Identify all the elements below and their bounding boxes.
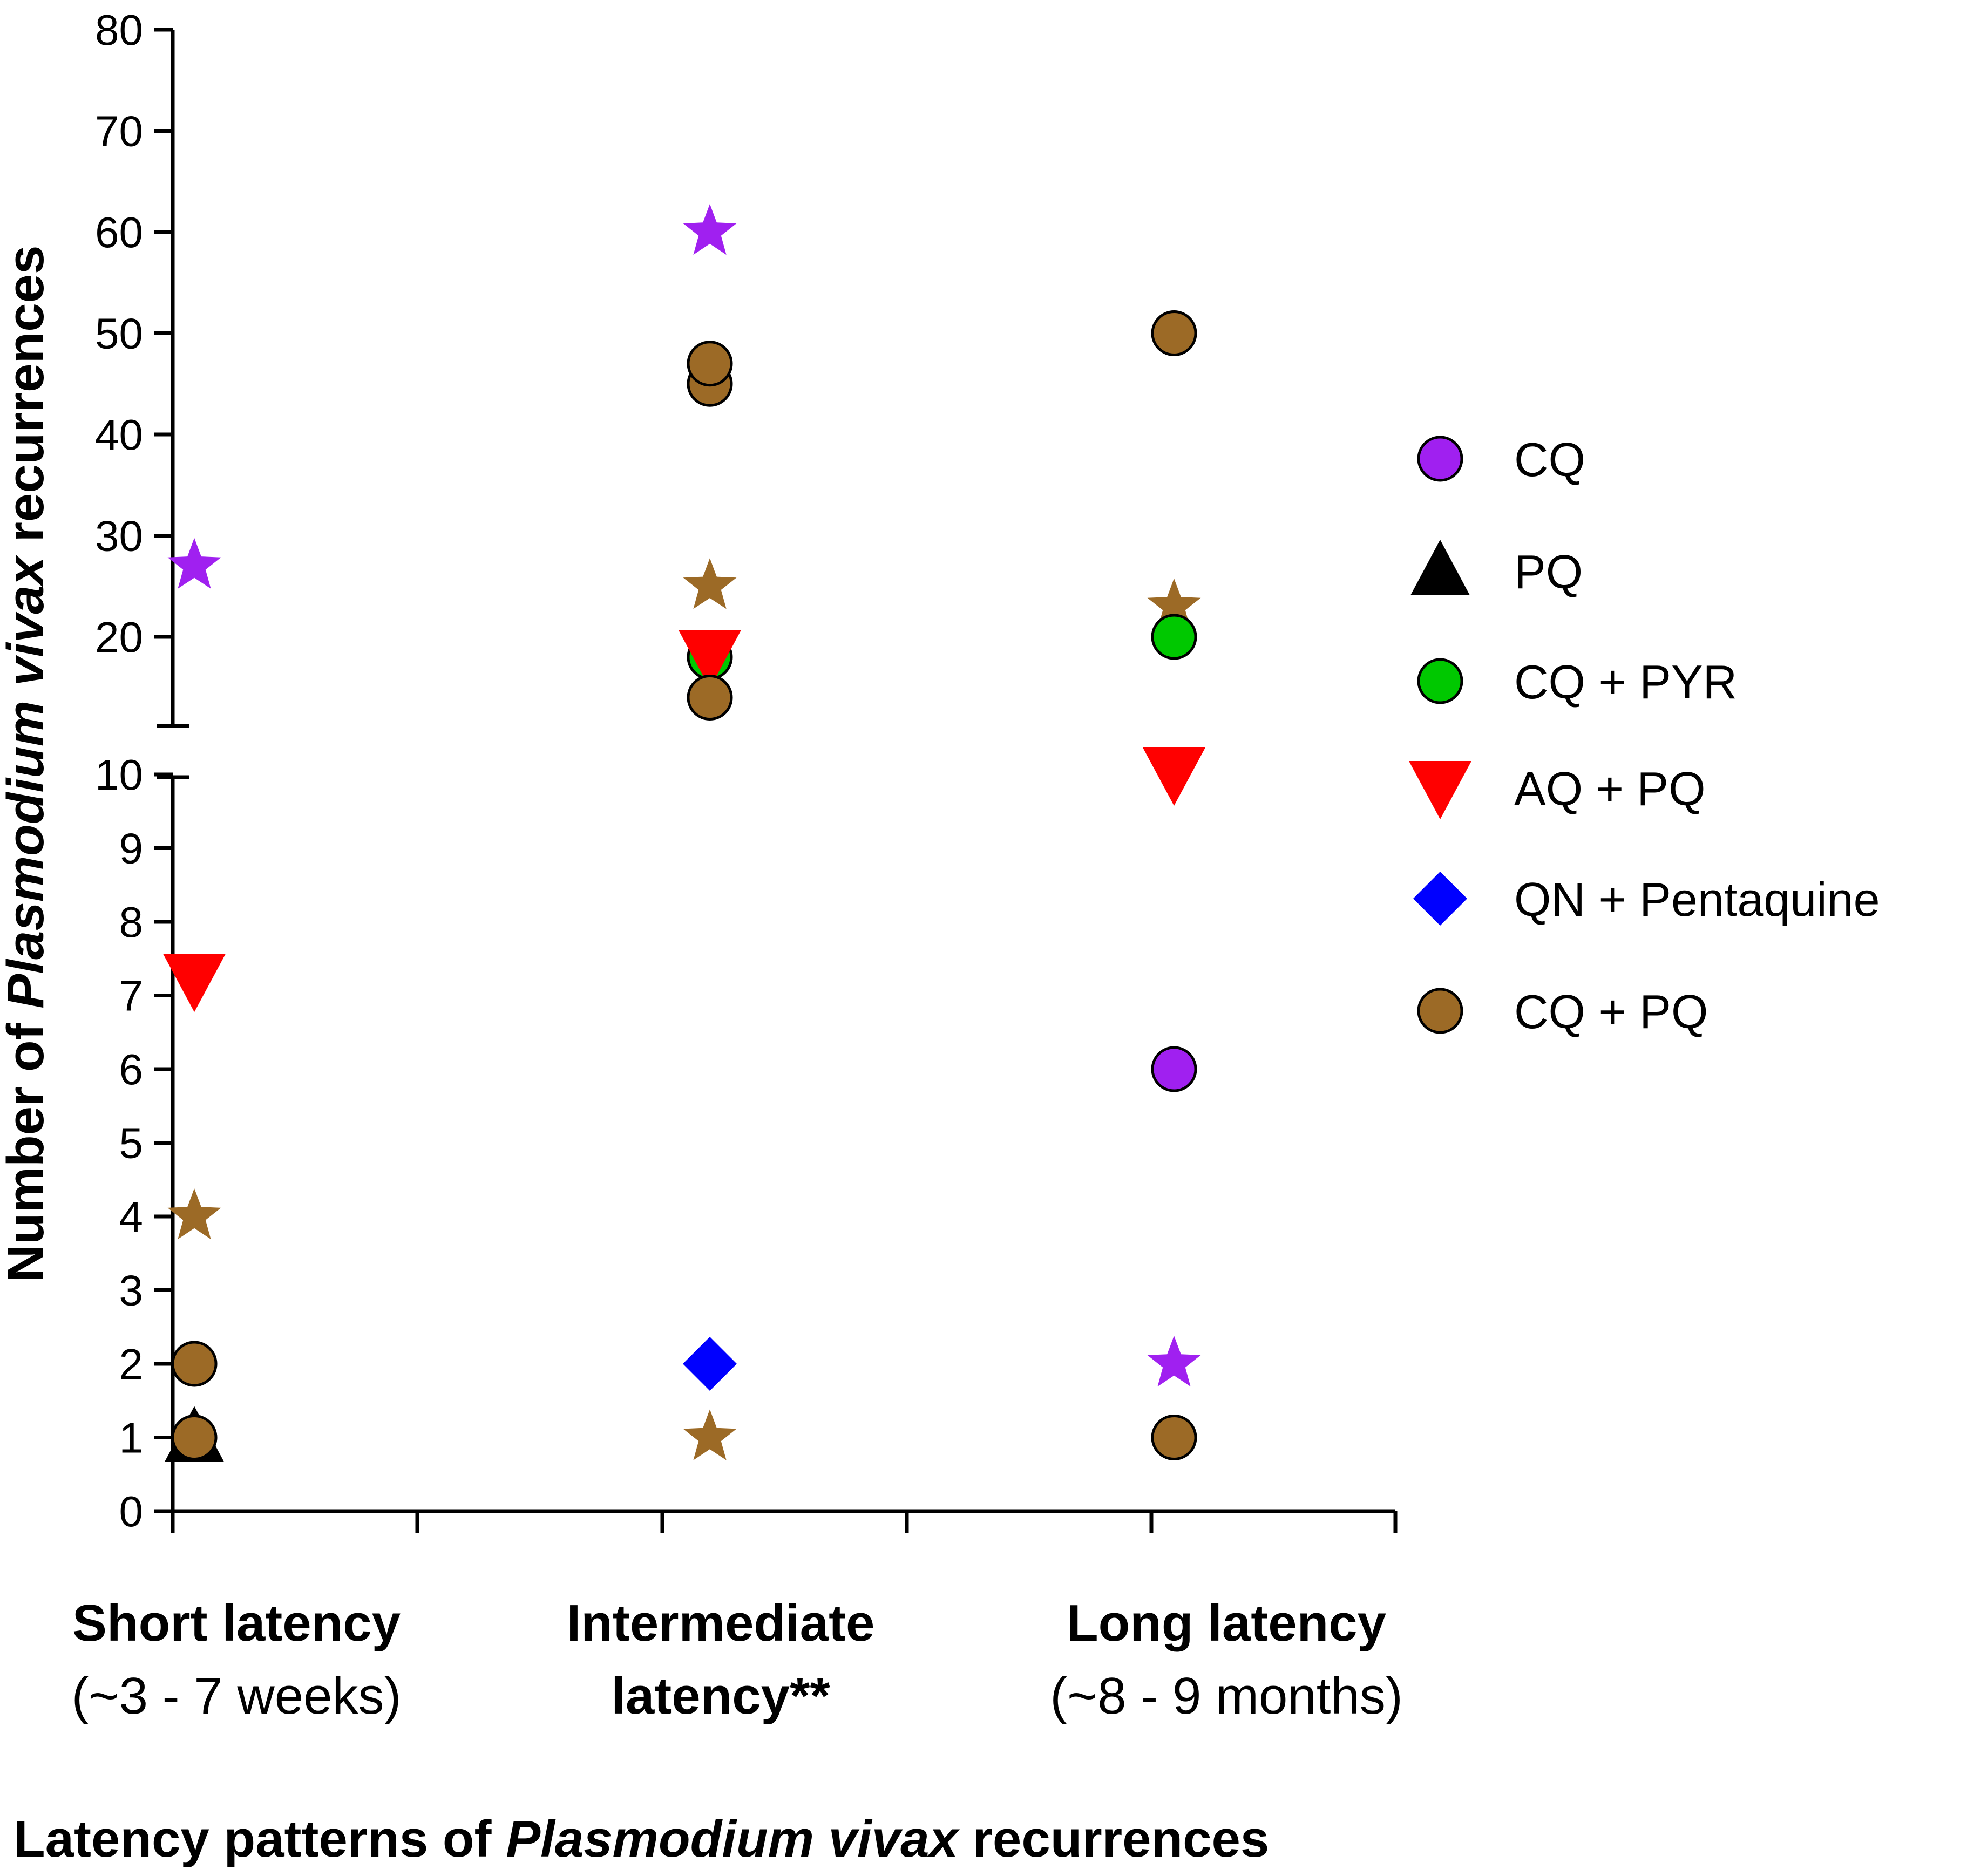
data-point-circle [687, 675, 733, 721]
y-tick-label: 1 [119, 1414, 144, 1462]
y-tick-label: 8 [119, 898, 144, 946]
data-point-star [683, 204, 737, 255]
data-point-star [167, 538, 221, 589]
legend-label: CQ [1514, 433, 1585, 486]
legend-marker-triangle-down [1409, 761, 1471, 819]
data-point-circle [1151, 1415, 1197, 1460]
data-point-star [1147, 1336, 1201, 1387]
data-point-star [167, 1188, 221, 1240]
y-tick-label: 10 [95, 751, 143, 799]
data-point-diamond [683, 1337, 737, 1391]
data-point-triangle-down [1143, 747, 1205, 806]
legend-marker-triangle-up [1410, 540, 1470, 595]
legend-label: QN + Pentaquine [1514, 873, 1880, 926]
data-point-circle [1151, 310, 1197, 356]
data-point-circle [687, 341, 733, 387]
y-axis-title: Number of Plasmodium vivax recurrences [0, 246, 55, 1282]
category-label-line2: latency** [611, 1667, 830, 1725]
y-tick-label: 20 [95, 613, 143, 661]
y-tick-label: 7 [119, 972, 144, 1020]
y-tick-label: 5 [119, 1119, 144, 1167]
y-tick-label: 30 [95, 512, 143, 560]
legend-label: PQ [1514, 545, 1583, 599]
y-tick-label: 40 [95, 411, 143, 459]
legend-marker-circle [1417, 988, 1463, 1034]
y-tick-label: 4 [119, 1193, 144, 1241]
y-axis-title-prefix: Number of [0, 1009, 55, 1282]
y-tick-label: 3 [119, 1267, 144, 1315]
legend-marker-circle [1417, 436, 1463, 482]
legend-label: CQ + PYR [1514, 655, 1737, 709]
legend-marker-circle [1417, 658, 1463, 704]
axes [157, 30, 1395, 1513]
category-label-line2: (~8 - 9 months) [1050, 1667, 1403, 1725]
data-point-triangle-down [679, 630, 741, 689]
category-labels: Short latency (~3 - 7 weeks) Intermediate l… [72, 1594, 1403, 1725]
data-point-triangle-down [163, 954, 226, 1012]
y-tick-label: 9 [119, 825, 144, 873]
legend-label: AQ + PQ [1514, 762, 1706, 815]
legend: CQ PQ CQ + PYR AQ + PQ QN + Pentaquine CQ + P… [1409, 433, 1880, 1038]
y-tick-label: 2 [119, 1340, 144, 1388]
x-axis-ticks [171, 1511, 1398, 1533]
x-axis-title-prefix: Latency patterns of [13, 1810, 506, 1868]
x-axis-title: Latency patterns of Plasmodium vivax rec… [13, 1810, 1269, 1868]
legend-label: CQ + PQ [1514, 985, 1708, 1038]
y-tick-label: 6 [119, 1045, 144, 1093]
y-tick-label: 70 [95, 107, 143, 155]
category-label-line1: Intermediate [567, 1594, 875, 1652]
y-tick-label: 80 [95, 6, 143, 54]
y-tick-label: 60 [95, 208, 143, 256]
data-point-star [683, 558, 737, 609]
data-point-star [683, 1409, 737, 1460]
data-point-circle [171, 1341, 218, 1387]
y-tick-label: 50 [95, 310, 143, 358]
x-axis-title-italic: Plasmodium vivax [506, 1810, 960, 1868]
y-tick-label: 0 [119, 1487, 144, 1535]
y-axis-title-suffix: recurrences [0, 246, 55, 556]
data-points [163, 204, 1205, 1462]
data-point-circle [1151, 614, 1197, 660]
category-label-line1: Long latency [1067, 1594, 1386, 1652]
category-label-line1: Short latency [72, 1594, 401, 1652]
data-point-star [1147, 578, 1201, 629]
data-point-circle [171, 1415, 218, 1460]
y-axis-title-italic: Plasmodium vivax [0, 554, 55, 1008]
x-axis-title-suffix: recurrences [958, 1810, 1269, 1868]
data-point-circle [1151, 1046, 1197, 1092]
legend-marker-diamond [1413, 872, 1467, 926]
y-axis-ticks: 0 1 2 3 4 5 6 7 8 9 10 20 30 40 50 60 70 80 [95, 6, 173, 1535]
category-label-line2: (~3 - 7 weeks) [72, 1667, 402, 1725]
